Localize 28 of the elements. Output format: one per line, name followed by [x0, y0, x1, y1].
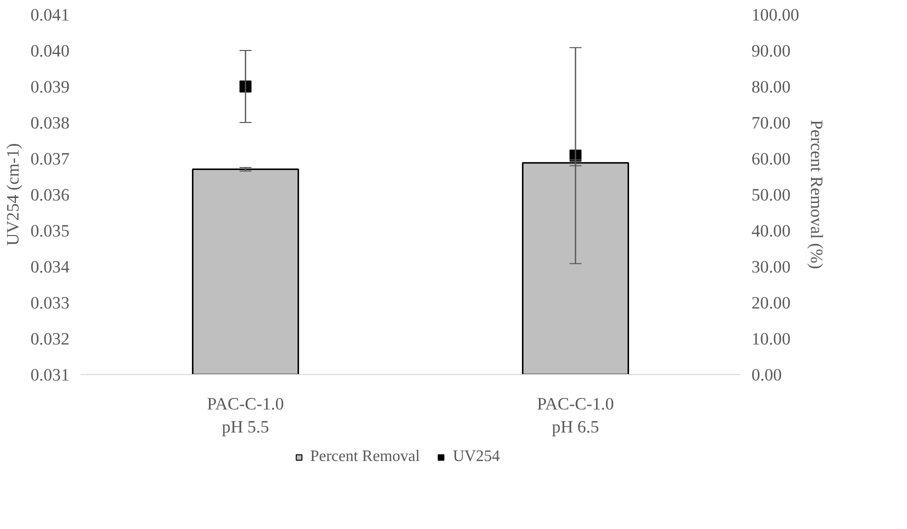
y-tick-label: 0.034 — [30, 258, 70, 276]
y-tick-label: 0.033 — [30, 294, 70, 312]
y2-tick-label: 20.00 — [752, 294, 790, 312]
y2-tick-label: 60.00 — [752, 150, 790, 168]
y2-tick-label: 90.00 — [752, 42, 790, 60]
y2-tick-label: 100.00 — [752, 6, 800, 24]
y-tick-label: 0.036 — [30, 186, 70, 204]
y-tick-label: 0.041 — [30, 6, 70, 24]
y-tick-label: 0.035 — [30, 222, 70, 240]
y2-tick-label: 10.00 — [752, 330, 790, 348]
y-tick-label: 0.038 — [30, 114, 70, 132]
y-axis-title: UV254 (cm-1) — [4, 143, 23, 246]
legend-label: UV254 — [452, 448, 500, 466]
legend-label: Percent Removal — [310, 448, 420, 466]
x-tick-label: PAC-C-1.0 pH 6.5 — [537, 394, 614, 436]
y2-axis-title: Percent Removal (%) — [807, 120, 826, 270]
y2-tick-label: 0.00 — [752, 366, 782, 384]
y-tick-label: 0.039 — [30, 78, 70, 96]
y2-tick-label: 70.00 — [752, 114, 790, 132]
y-tick-label: 0.032 — [30, 330, 70, 348]
y-tick-label: 0.037 — [30, 150, 70, 168]
y2-tick-label: 40.00 — [752, 222, 790, 240]
y2-tick-label: 80.00 — [752, 78, 790, 96]
y-tick-label: 0.031 — [30, 366, 70, 384]
x-tick-label: PAC-C-1.0 pH 5.5 — [207, 394, 284, 436]
y2-tick-label: 30.00 — [752, 258, 790, 276]
y2-tick-label: 50.00 — [752, 186, 790, 204]
y-tick-label: 0.040 — [30, 42, 70, 60]
